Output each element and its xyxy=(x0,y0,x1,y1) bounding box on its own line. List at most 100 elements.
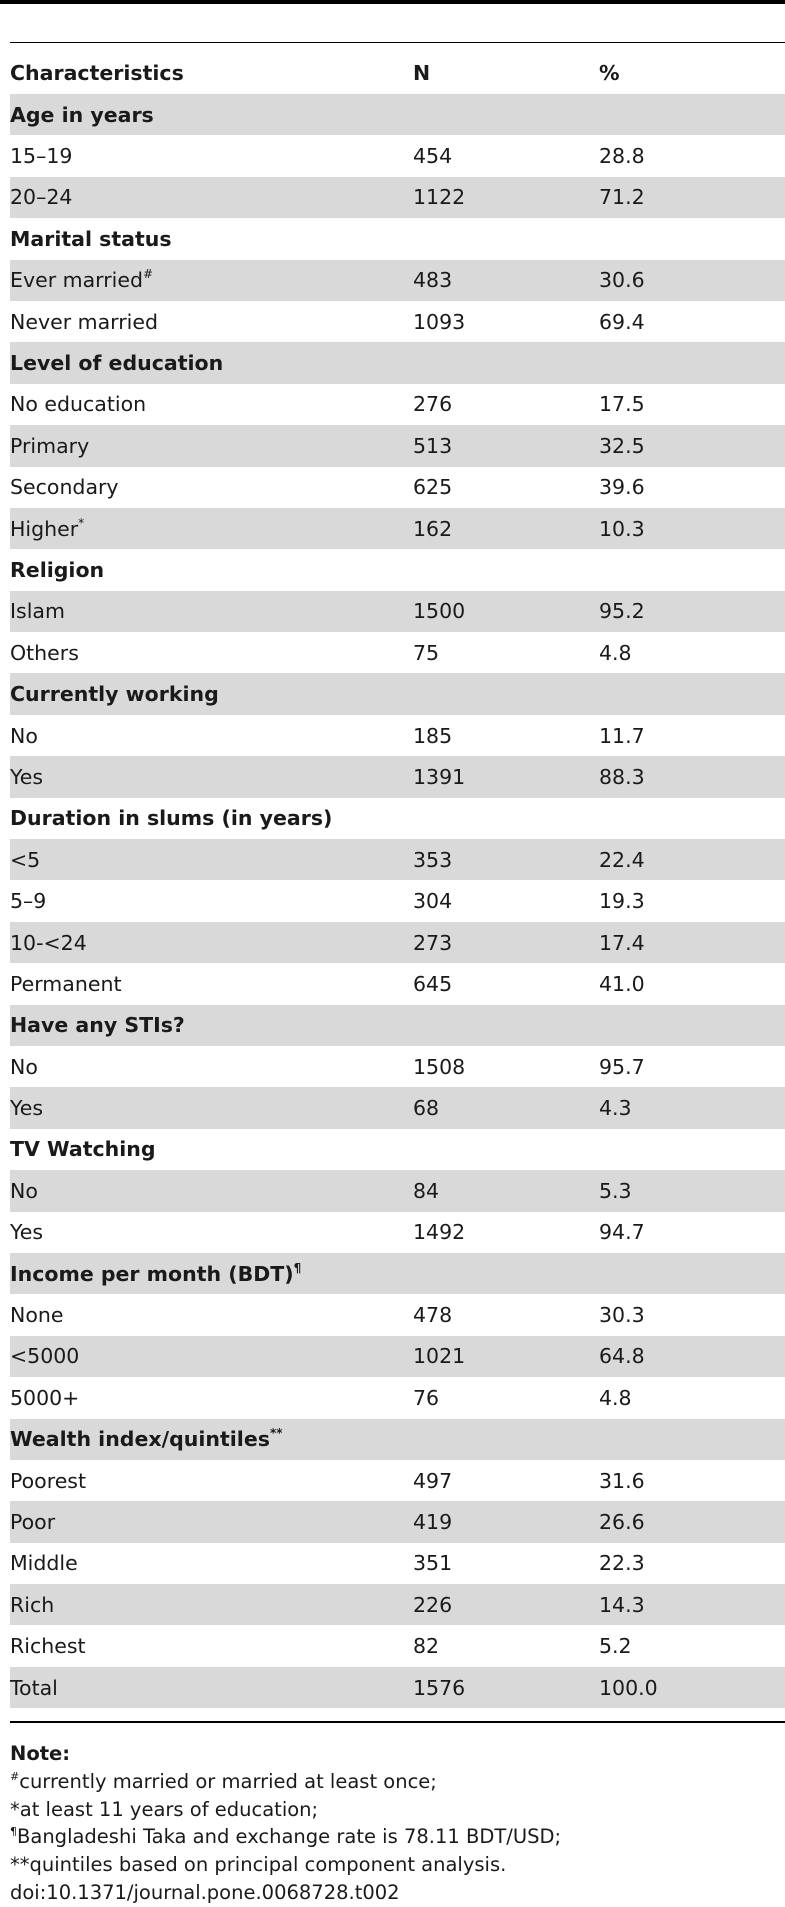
table-row: 5–9 304 19.3 xyxy=(10,880,785,921)
table-row: Poorest 497 31.6 xyxy=(10,1460,785,1501)
note-line: #currently married or married at least o… xyxy=(10,1769,437,1793)
percent-cell: 30.3 xyxy=(599,1303,645,1328)
percent-cell: 5.3 xyxy=(599,1170,785,1212)
percent-cell: 4.8 xyxy=(599,640,632,665)
percent-cell xyxy=(599,342,785,384)
percent-cell: 39.6 xyxy=(599,475,645,500)
count-cell: 68 xyxy=(413,1087,599,1129)
table-row: 5000+ 76 4.8 xyxy=(10,1377,785,1418)
table-row: No 185 11.7 xyxy=(10,715,785,756)
table-row: Yes 68 4.3 xyxy=(10,1087,785,1129)
row-label: No education xyxy=(10,392,147,417)
table-row: Yes 1391 88.3 xyxy=(10,756,785,798)
table-row: Never married 1093 69.4 xyxy=(10,301,785,342)
bottom-rule xyxy=(10,1721,785,1723)
table-row: 10-<24 273 17.4 xyxy=(10,921,785,964)
row-label: Rich xyxy=(10,1584,413,1626)
percent-cell xyxy=(599,1129,785,1170)
top-rule xyxy=(0,0,785,4)
table-body: Age in years 15–19 454 28.8 20–24 1122 71.2 Mar… xyxy=(10,94,785,1709)
percent-cell: 100.0 xyxy=(599,1666,785,1709)
note-line: *at least 11 years of education; xyxy=(10,1797,319,1821)
count-cell: 82 xyxy=(413,1634,440,1659)
count-cell: 1492 xyxy=(413,1220,466,1245)
row-label: Secondary xyxy=(10,475,119,500)
count-cell: 419 xyxy=(413,1501,599,1543)
percent-cell: 14.3 xyxy=(599,1584,785,1626)
count-cell: 1576 xyxy=(413,1666,599,1709)
section-row: Age in years xyxy=(10,94,785,136)
table-row: None 478 30.3 xyxy=(10,1294,785,1335)
row-label: 10-<24 xyxy=(10,921,413,964)
percent-cell: 10.3 xyxy=(599,507,785,550)
count-cell: 625 xyxy=(413,475,453,500)
count-cell xyxy=(413,1129,599,1170)
table-row: No 84 5.3 xyxy=(10,1170,785,1212)
percent-cell: 64.8 xyxy=(599,1335,785,1378)
percent-cell: 17.5 xyxy=(599,392,645,417)
percent-cell xyxy=(599,1004,785,1046)
count-cell xyxy=(413,1252,599,1295)
table-row: Poor 419 26.6 xyxy=(10,1501,785,1543)
note-line: ¶Bangladeshi Taka and exchange rate is 7… xyxy=(10,1825,562,1849)
count-cell: 497 xyxy=(413,1468,453,1493)
row-label: Yes xyxy=(10,1220,44,1245)
percent-cell: 31.6 xyxy=(599,1468,645,1493)
row-label: 15–19 xyxy=(10,144,73,169)
percent-cell: 32.5 xyxy=(599,425,785,467)
row-label: <5 xyxy=(10,839,413,881)
count-cell: 483 xyxy=(413,259,599,301)
count-cell xyxy=(413,673,599,715)
table-row: Higher* 162 10.3 xyxy=(10,507,785,550)
notes-title: Note: xyxy=(10,1742,71,1765)
row-label: Richest xyxy=(10,1634,86,1659)
count-cell: 1122 xyxy=(413,176,599,219)
section-label: Religion xyxy=(10,557,105,582)
percent-cell: 94.7 xyxy=(599,1220,645,1245)
footnote-marker: ¶ xyxy=(293,1260,302,1275)
percent-cell: 5.2 xyxy=(599,1634,632,1659)
count-cell: 226 xyxy=(413,1584,599,1626)
table-row: Primary 513 32.5 xyxy=(10,425,785,467)
count-cell: 1500 xyxy=(413,590,599,633)
percent-cell: 4.8 xyxy=(599,1385,632,1410)
row-label: Never married xyxy=(10,309,158,334)
header-percent: % xyxy=(599,60,620,85)
table-row: Middle 351 22.3 xyxy=(10,1543,785,1584)
table-row: Others 75 4.8 xyxy=(10,632,785,673)
table-row: Secondary 625 39.6 xyxy=(10,467,785,508)
row-label: Primary xyxy=(10,425,413,467)
row-label: Yes xyxy=(10,756,413,798)
section-label: Have any STIs? xyxy=(10,1004,413,1046)
row-label: 5000+ xyxy=(10,1385,80,1410)
percent-cell: 28.8 xyxy=(599,144,645,169)
row-label: <5000 xyxy=(10,1335,413,1378)
row-label: 20–24 xyxy=(10,176,413,219)
count-cell xyxy=(413,342,599,384)
header-rule xyxy=(10,42,785,43)
count-cell: 513 xyxy=(413,425,599,467)
table-row: Rich 226 14.3 xyxy=(10,1584,785,1626)
percent-cell xyxy=(599,673,785,715)
section-row: Income per month (BDT)¶ xyxy=(10,1252,785,1295)
percent-cell: 22.3 xyxy=(599,1551,645,1576)
header-row: Characteristics N % xyxy=(10,51,785,94)
count-cell xyxy=(413,1418,599,1460)
count-cell: 185 xyxy=(413,723,453,748)
section-row: Level of education xyxy=(10,342,785,384)
count-cell xyxy=(413,218,599,259)
row-label: Middle xyxy=(10,1551,78,1576)
row-label: Total xyxy=(10,1666,413,1709)
count-cell: 1508 xyxy=(413,1054,466,1079)
note-symbol: # xyxy=(10,1769,20,1783)
row-label: Others xyxy=(10,640,79,665)
footnote-marker: ** xyxy=(269,1426,283,1441)
count-cell xyxy=(413,1004,599,1046)
section-label: Wealth index/quintiles** xyxy=(10,1418,413,1460)
table-notes: Note: #currently married or married at l… xyxy=(10,1740,780,1907)
count-cell xyxy=(413,798,599,839)
row-label: No xyxy=(10,1170,413,1212)
note-symbol: ¶ xyxy=(10,1825,17,1839)
row-label: No xyxy=(10,723,38,748)
percent-cell: 17.4 xyxy=(599,921,785,964)
